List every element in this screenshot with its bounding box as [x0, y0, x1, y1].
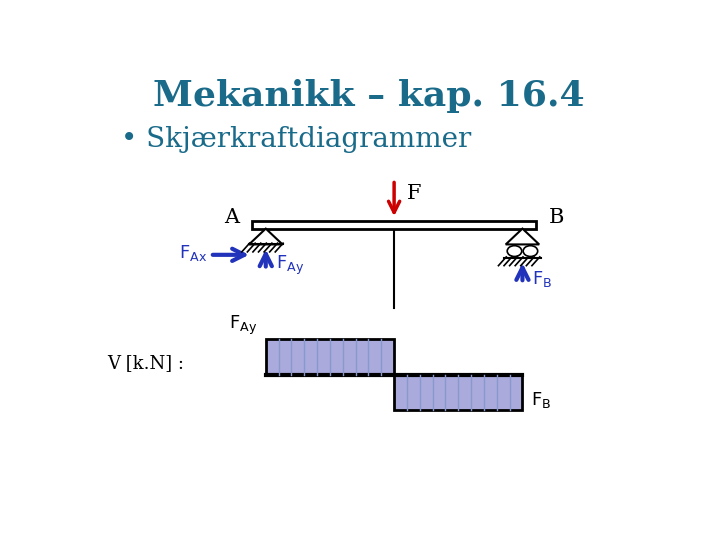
- Text: $\mathsf{F_{Ax}}$: $\mathsf{F_{Ax}}$: [179, 243, 207, 263]
- Bar: [266, 339, 394, 375]
- Text: V [k.N] :: V [k.N] :: [107, 354, 184, 373]
- Text: A: A: [224, 207, 239, 227]
- Text: • Skjærkraftdiagrammer: • Skjærkraftdiagrammer: [121, 126, 471, 153]
- Text: $\mathsf{F_B}$: $\mathsf{F_B}$: [531, 390, 551, 410]
- Polygon shape: [505, 228, 539, 245]
- Text: Mekanikk – kap. 16.4: Mekanikk – kap. 16.4: [153, 79, 585, 113]
- Text: $\mathsf{F_{Ay}}$: $\mathsf{F_{Ay}}$: [276, 254, 304, 277]
- Circle shape: [523, 246, 538, 256]
- Polygon shape: [249, 228, 282, 245]
- Text: B: B: [549, 207, 564, 227]
- Bar: [252, 221, 536, 228]
- Text: $\mathsf{F_{Ay}}$: $\mathsf{F_{Ay}}$: [229, 314, 258, 337]
- Text: F: F: [406, 184, 421, 202]
- Circle shape: [507, 246, 522, 256]
- Bar: [394, 375, 523, 410]
- Text: $\mathsf{F_B}$: $\mathsf{F_B}$: [533, 269, 553, 289]
